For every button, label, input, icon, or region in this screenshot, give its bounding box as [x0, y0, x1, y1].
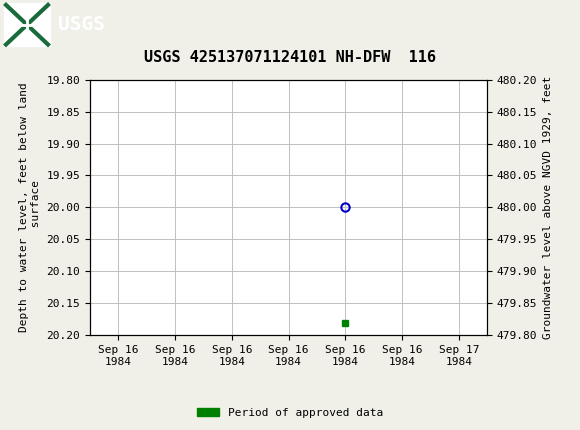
Legend: Period of approved data: Period of approved data [193, 403, 387, 422]
Bar [4, 3, 50, 46]
Y-axis label: Depth to water level, feet below land
 surface: Depth to water level, feet below land su… [19, 83, 41, 332]
Text: USGS: USGS [58, 15, 105, 34]
Text: USGS 425137071124101 NH-DFW  116: USGS 425137071124101 NH-DFW 116 [144, 49, 436, 64]
Y-axis label: Groundwater level above NGVD 1929, feet: Groundwater level above NGVD 1929, feet [543, 76, 553, 339]
